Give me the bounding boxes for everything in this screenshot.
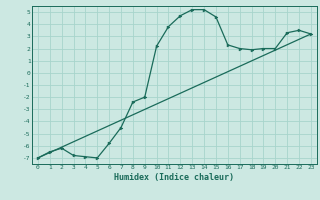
X-axis label: Humidex (Indice chaleur): Humidex (Indice chaleur) xyxy=(115,173,234,182)
